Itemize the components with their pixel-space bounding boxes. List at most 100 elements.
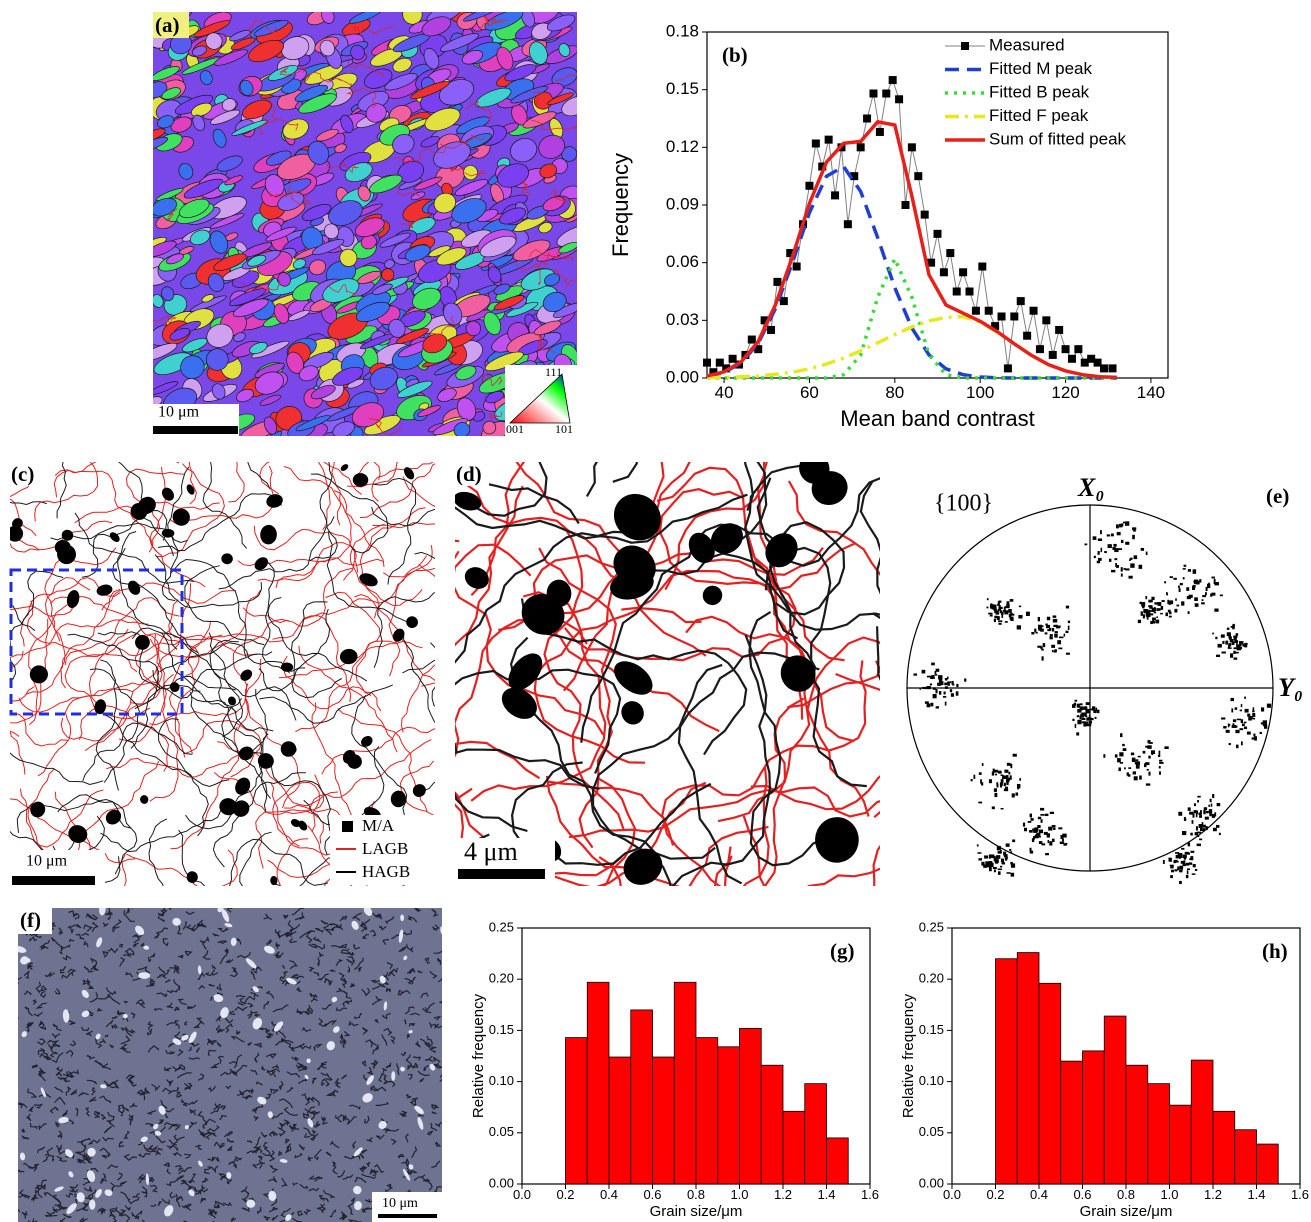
grain-boundary [18,1195,19,1198]
grain-boundary [438,976,442,983]
pole-dot [930,676,935,679]
grain-boundary [68,910,78,918]
grain-boundary [381,1067,388,1073]
grain-boundary [396,1063,400,1076]
grain-boundary [102,1136,114,1142]
grain-boundary [346,958,354,966]
grain [315,128,339,142]
grain-boundary [251,966,259,971]
grain-boundary [283,1119,289,1126]
grain [210,109,241,125]
grain [547,92,574,106]
grain-boundary [132,1192,141,1199]
hagb-line [520,598,748,756]
grain-boundary [97,994,111,1000]
pole-dot [1179,880,1182,885]
grain-boundary [31,1194,39,1200]
ma-island [235,777,251,795]
grain [542,291,567,313]
pole-dot [1197,834,1200,838]
scale-bar [153,426,238,434]
lagb-line [621,569,855,743]
grain-boundary [215,1024,223,1033]
grain-boundary [290,1211,295,1216]
ma-island [220,1007,229,1019]
grain-boundary [58,927,64,936]
grain-boundary [228,1158,239,1165]
grain [396,328,430,344]
grain-boundary [195,1047,201,1053]
pole-dot [1045,853,1049,856]
pole-dot [1092,536,1097,540]
pole-dot [1239,709,1243,712]
grain-boundary [120,1191,131,1201]
grain-boundary [199,1184,206,1195]
pole-dot [994,773,998,776]
grain-boundary [35,1002,47,1009]
grain-boundary [379,925,387,931]
pole-dot [1199,815,1203,818]
lagb-line [18,681,160,713]
bar [1103,1015,1127,1185]
grain-boundary [230,969,239,978]
grain-boundary [342,1174,354,1180]
lagb-line [331,462,342,526]
grain-boundary [385,1080,396,1088]
grain-boundary [198,922,207,928]
grain-boundary [265,1053,278,1059]
grain-boundary [217,1055,224,1064]
grain-boundary [225,959,234,964]
grain-boundary [198,1129,207,1139]
pole-dot [1192,569,1197,574]
ma-island [66,590,80,609]
x-tick-label: 1.0 [1160,1187,1178,1202]
grain [231,119,268,136]
pole-dot [1079,715,1082,720]
hagb-line [455,471,580,525]
pole-dot [1063,843,1067,846]
grain-boundary [246,1140,253,1144]
grain-boundary [254,1136,261,1148]
grain-boundary [374,913,382,918]
pole-dot [1152,618,1154,622]
grain-boundary [65,1085,72,1096]
pole-dot [1164,581,1167,584]
grain-boundary [28,1163,40,1170]
grain-boundary [137,966,150,974]
ma-island [18,946,27,953]
pole-dot [1012,839,1016,843]
pole-dot [1003,607,1006,611]
grain-boundary [224,947,229,954]
pole-dot [1226,627,1230,630]
pole-dot [1018,614,1023,619]
grain [437,388,457,402]
lagb-line [482,373,503,387]
grain [556,224,577,248]
grain-boundary [163,1162,170,1168]
hagb-line [309,462,338,562]
grain-boundary [380,1118,388,1124]
pole-dot [992,866,997,870]
pole-dot [942,695,947,698]
grain-boundary [28,1105,35,1112]
grain-boundary [370,1086,387,1092]
grain-boundary [119,957,126,967]
pole-dot [1010,872,1015,877]
pole-dot [1034,628,1037,633]
grain-boundary [168,1139,178,1145]
pole-dot [935,706,940,709]
grain-boundary [18,1169,25,1173]
grain-boundary [85,1107,90,1117]
data-point [888,76,897,85]
pole-dot [935,668,940,672]
pole-dot [1093,555,1096,559]
pole-dot [1210,593,1213,597]
grain-boundary [150,1204,157,1207]
ma-island [96,937,103,948]
pole-dot [1116,531,1121,536]
grain-boundary [83,941,89,948]
grain-boundary [173,979,181,991]
grain-boundary [234,1156,243,1161]
grain-boundary [123,1130,130,1139]
pole-dot [1162,859,1165,864]
